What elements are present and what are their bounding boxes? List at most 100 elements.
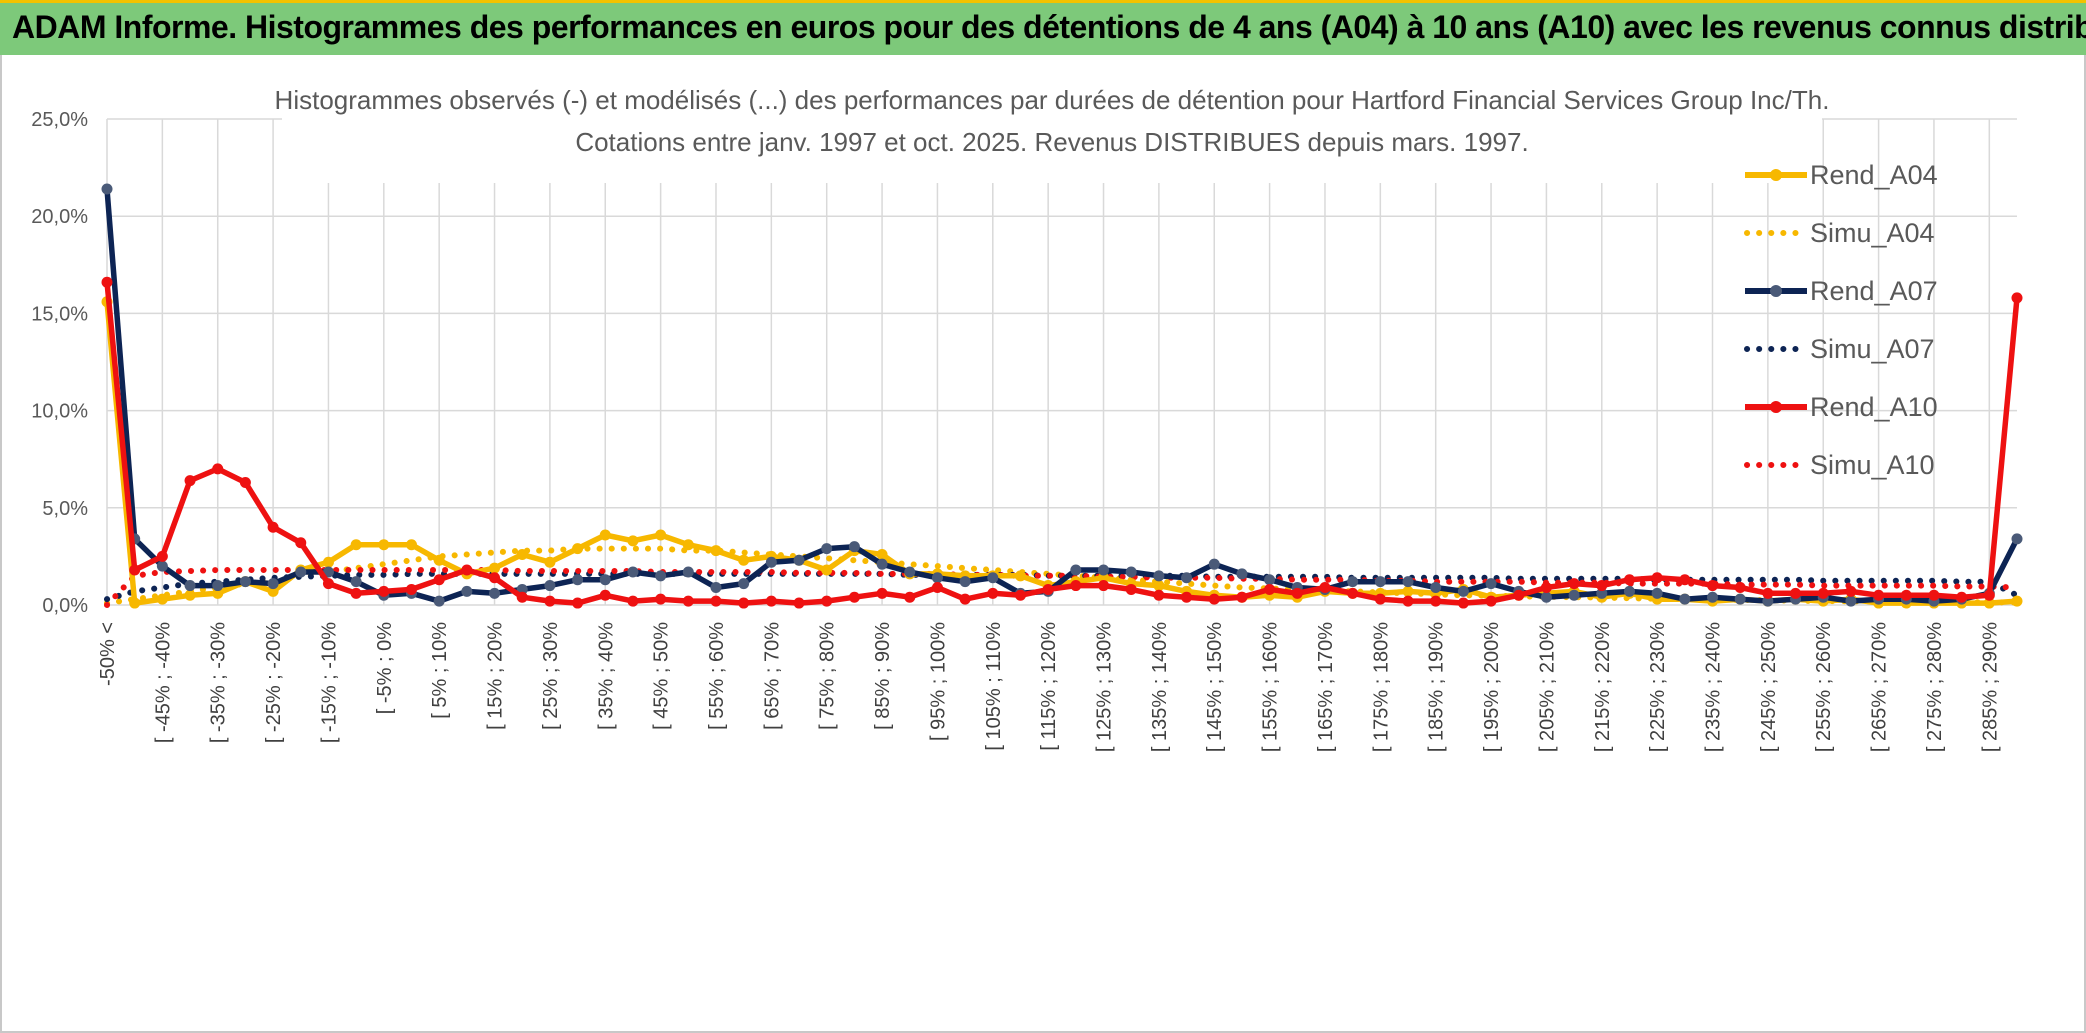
x-tick-label: [ 215% ; 220% xyxy=(1592,622,1614,752)
x-tick-label: [ 195% ; 200% xyxy=(1481,622,1503,752)
data-point xyxy=(904,566,916,578)
data-point xyxy=(1928,589,1940,601)
data-point xyxy=(1540,582,1552,594)
x-tick-label: [ 245% ; 250% xyxy=(1758,622,1780,752)
data-point xyxy=(1208,593,1220,605)
x-tick-label: [ 65% ; 70% xyxy=(761,622,783,730)
data-point xyxy=(1762,587,1774,599)
data-point xyxy=(1734,582,1746,594)
data-point xyxy=(1374,576,1386,588)
data-point xyxy=(1568,589,1580,601)
data-point xyxy=(1181,572,1193,584)
data-point xyxy=(1070,564,1082,576)
data-point xyxy=(1347,587,1359,599)
histogram-chart: Histogrammes observés (-) et modélisés (… xyxy=(31,85,2023,752)
data-point xyxy=(793,554,805,566)
data-point xyxy=(599,589,611,601)
data-point xyxy=(1347,576,1359,588)
data-point xyxy=(1098,572,1110,584)
chart-title-line1: Histogrammes observés (-) et modélisés (… xyxy=(275,85,1830,115)
legend: Rend_A04 Simu_A04 Rend_A07 Simu_A07 Rend_A10… xyxy=(1744,160,1938,480)
data-point xyxy=(239,477,251,489)
legend-marker xyxy=(1770,285,1782,297)
data-point xyxy=(378,585,390,597)
x-tick-label: [ 255% ; 260% xyxy=(1813,622,1835,752)
series-simu-a10 xyxy=(104,567,2020,608)
x-tick-label: [ -5% ; 0% xyxy=(374,622,396,714)
y-tick-label: 20,0% xyxy=(31,206,88,228)
series-rend-a04 xyxy=(101,296,2023,609)
data-point xyxy=(1181,591,1193,603)
y-tick-label: 25,0% xyxy=(31,109,88,131)
data-point xyxy=(267,521,279,533)
legend-item-simu-a07: Simu_A07 xyxy=(1744,334,1935,364)
series-line xyxy=(104,282,2020,606)
data-point xyxy=(101,183,113,195)
legend-item-rend-a04: Rend_A04 xyxy=(1745,160,1938,190)
data-point xyxy=(627,535,639,547)
data-point xyxy=(1014,589,1026,601)
data-point xyxy=(350,576,362,588)
series-line xyxy=(104,567,2020,608)
data-point xyxy=(405,583,417,595)
gridlines xyxy=(106,118,2017,606)
data-point xyxy=(682,595,694,607)
x-tick-label: [ 185% ; 190% xyxy=(1426,622,1448,752)
x-tick-label: [ 155% ; 160% xyxy=(1260,622,1282,752)
data-point xyxy=(876,548,888,560)
data-point xyxy=(655,570,667,582)
data-point xyxy=(627,595,639,607)
data-point xyxy=(1125,566,1137,578)
legend-item-simu-a04: Simu_A04 xyxy=(1744,218,1935,248)
data-point xyxy=(1291,587,1303,599)
data-point xyxy=(655,529,667,541)
data-point xyxy=(433,595,445,607)
data-point xyxy=(267,585,279,597)
data-point xyxy=(1402,585,1414,597)
data-point xyxy=(572,543,584,555)
x-tick-label: [ 45% ; 50% xyxy=(651,622,673,730)
data-point xyxy=(682,566,694,578)
data-point xyxy=(1070,580,1082,592)
data-point xyxy=(931,572,943,584)
x-tick-label: [ 55% ; 60% xyxy=(706,622,728,730)
legend-marker xyxy=(1770,401,1782,413)
data-point xyxy=(1430,582,1442,594)
series-line xyxy=(104,188,2020,604)
x-tick-label: [ 265% ; 270% xyxy=(1869,622,1891,752)
data-point xyxy=(959,593,971,605)
x-tick-label: [ 15% ; 20% xyxy=(485,622,507,730)
data-point xyxy=(987,587,999,599)
data-point xyxy=(1900,589,1912,601)
x-tick-label: [ 125% ; 130% xyxy=(1094,622,1116,752)
data-point xyxy=(1374,593,1386,605)
x-tick-label: [ 35% ; 40% xyxy=(595,622,617,730)
data-point xyxy=(710,582,722,594)
legend-label: Simu_A04 xyxy=(1810,218,1935,248)
data-point xyxy=(599,529,611,541)
data-point xyxy=(2011,292,2023,304)
data-point xyxy=(1623,585,1635,597)
data-point xyxy=(1402,576,1414,588)
data-point xyxy=(516,548,528,560)
legend-label: Rend_A04 xyxy=(1810,160,1938,190)
x-tick-label: [ 75% ; 80% xyxy=(817,622,839,730)
legend-item-rend-a07: Rend_A07 xyxy=(1745,276,1938,306)
data-point xyxy=(405,539,417,551)
data-point xyxy=(129,597,141,609)
x-tick-label: [ 205% ; 210% xyxy=(1536,622,1558,752)
data-point xyxy=(461,564,473,576)
data-point xyxy=(627,566,639,578)
data-point xyxy=(1540,591,1552,603)
y-axis: 0,0% 5,0% 10,0% 15,0% 20,0% 25,0% xyxy=(31,109,88,617)
x-tick-label: [ 285% ; 290% xyxy=(1979,622,2001,752)
data-point xyxy=(1153,589,1165,601)
data-point xyxy=(1264,574,1276,586)
y-tick-label: 5,0% xyxy=(42,498,88,520)
data-point xyxy=(212,580,224,592)
legend-label: Simu_A07 xyxy=(1810,334,1935,364)
data-point xyxy=(904,591,916,603)
x-tick-label: [ 175% ; 180% xyxy=(1370,622,1392,752)
data-point xyxy=(987,572,999,584)
data-point xyxy=(184,589,196,601)
